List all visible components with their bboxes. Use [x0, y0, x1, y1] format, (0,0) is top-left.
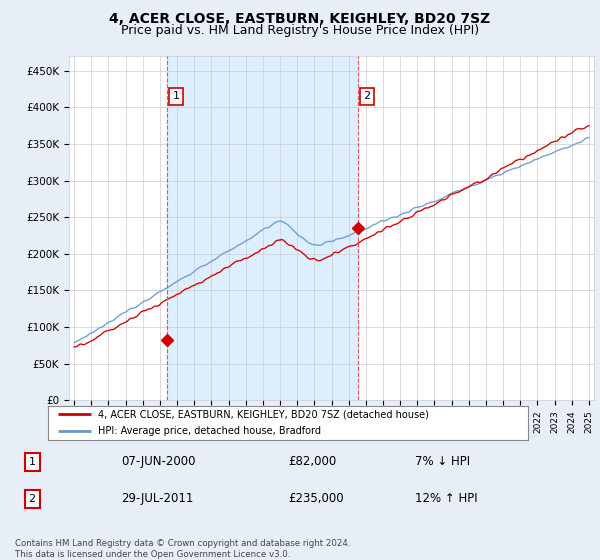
- Text: 29-JUL-2011: 29-JUL-2011: [121, 492, 194, 505]
- Text: 12% ↑ HPI: 12% ↑ HPI: [415, 492, 478, 505]
- Text: 4, ACER CLOSE, EASTBURN, KEIGHLEY, BD20 7SZ (detached house): 4, ACER CLOSE, EASTBURN, KEIGHLEY, BD20 …: [98, 409, 429, 419]
- Text: 7% ↓ HPI: 7% ↓ HPI: [415, 455, 470, 468]
- Bar: [167, 56, 358, 400]
- Text: HPI: Average price, detached house, Bradford: HPI: Average price, detached house, Brad…: [98, 426, 322, 436]
- Text: 1: 1: [29, 457, 35, 466]
- Text: Price paid vs. HM Land Registry's House Price Index (HPI): Price paid vs. HM Land Registry's House …: [121, 24, 479, 36]
- Text: 2: 2: [364, 91, 371, 101]
- Text: 07-JUN-2000: 07-JUN-2000: [121, 455, 196, 468]
- Text: £235,000: £235,000: [289, 492, 344, 505]
- Text: 2: 2: [29, 494, 36, 503]
- Text: Contains HM Land Registry data © Crown copyright and database right 2024.
This d: Contains HM Land Registry data © Crown c…: [15, 539, 350, 559]
- Text: £82,000: £82,000: [289, 455, 337, 468]
- Text: 1: 1: [173, 91, 179, 101]
- Text: 4, ACER CLOSE, EASTBURN, KEIGHLEY, BD20 7SZ: 4, ACER CLOSE, EASTBURN, KEIGHLEY, BD20 …: [109, 12, 491, 26]
